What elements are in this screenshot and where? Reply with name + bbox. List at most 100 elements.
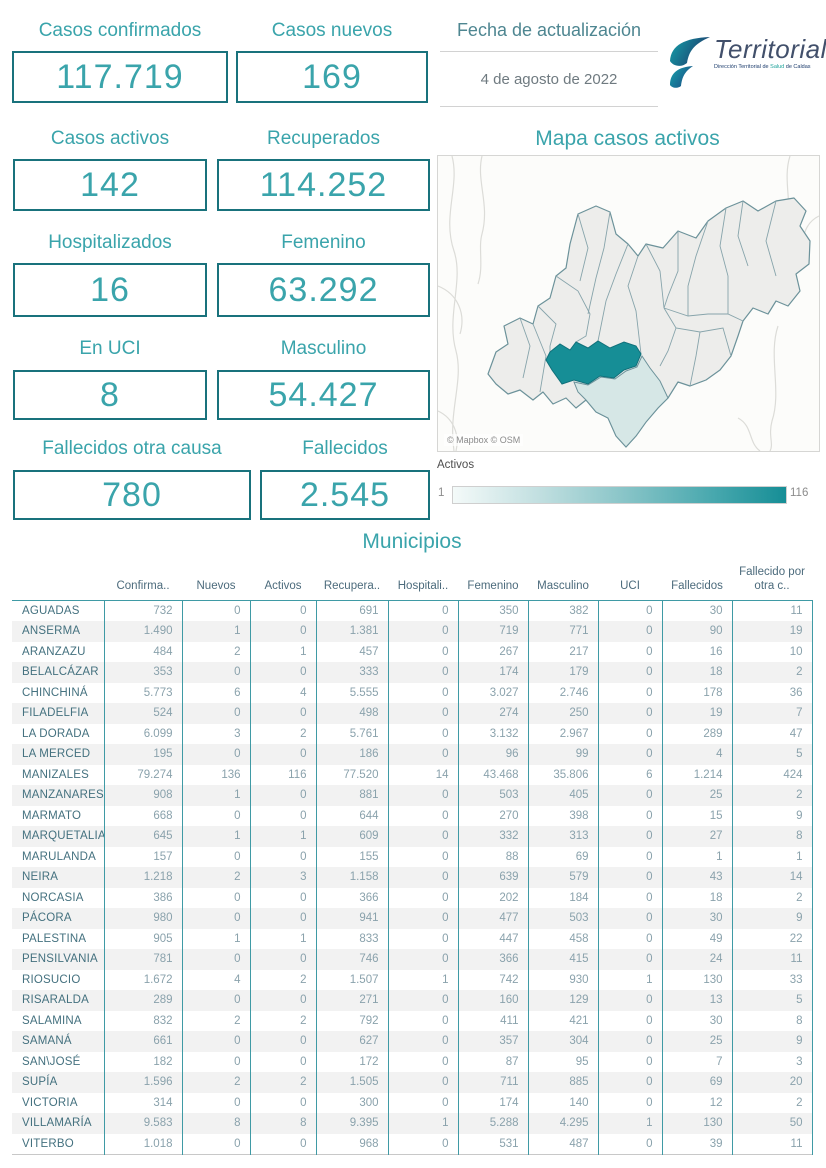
- table-cell: 99: [527, 744, 598, 765]
- table-cell: 645: [103, 826, 182, 847]
- table-cell: 274: [457, 703, 528, 724]
- column-header[interactable]: Hospitali..: [397, 579, 449, 592]
- table-row[interactable]: AGUADAS 732 0 0 691 0 350 382 0 30 11: [12, 599, 813, 622]
- table-cell: 0: [597, 846, 662, 868]
- table-row[interactable]: FILADELFIA 524 0 0 498 0 274 250 0 19 7: [12, 703, 813, 724]
- table-cell: 43.468: [457, 764, 528, 786]
- stat-value-box: 54.427: [217, 370, 430, 420]
- stat-value: 8: [100, 375, 120, 414]
- table-row[interactable]: LA MERCED 195 0 0 186 0 96 99 0 4 5: [12, 744, 813, 765]
- update-date-block: Fecha de actualización 4 de agosto de 20…: [440, 20, 658, 107]
- table-row[interactable]: SAMANÁ 661 0 0 627 0 357 304 0 25 9: [12, 1031, 813, 1052]
- column-header[interactable]: Fallecidos: [671, 579, 723, 592]
- table-cell: 0: [597, 1133, 662, 1155]
- table-row[interactable]: MANZANARES 908 1 0 881 0 503 405 0 25 2: [12, 785, 813, 806]
- table-cell: 3.027: [457, 682, 528, 704]
- column-header[interactable]: Confirma..: [116, 579, 170, 592]
- table-row[interactable]: NEIRA 1.218 2 3 1.158 0 639 579 0 43 14: [12, 867, 813, 888]
- table-row[interactable]: MARMATO 668 0 0 644 0 270 398 0 15 9: [12, 805, 813, 827]
- table-cell: 333: [315, 662, 388, 683]
- table-cell: 484: [103, 641, 182, 663]
- table-row[interactable]: MANIZALES 79.274 136 116 77.520 14 43.468 35.80…: [12, 764, 813, 786]
- table-cell: 130: [661, 1113, 732, 1134]
- column-header[interactable]: Masculino: [537, 579, 589, 592]
- table-cell: 2: [181, 1072, 250, 1093]
- table-cell: 503: [527, 908, 598, 929]
- municipality-name: MARMATO: [22, 809, 82, 822]
- table-cell: 350: [457, 599, 528, 622]
- table-cell: 30: [661, 908, 732, 929]
- table-cell: 1.672: [103, 969, 182, 991]
- map-attribution[interactable]: © Mapbox © OSM: [444, 434, 524, 446]
- table-cell: 14: [387, 764, 458, 786]
- table-cell: 0: [181, 846, 250, 868]
- stat-value-box: 63.292: [217, 263, 430, 317]
- table-cell: 304: [527, 1031, 598, 1052]
- table-cell: 0: [181, 949, 250, 970]
- table-row[interactable]: BELALCÁZAR 353 0 0 333 0 174 179 0 18 2: [12, 662, 813, 683]
- table-cell: 447: [457, 928, 528, 950]
- table-cell: 50: [731, 1113, 813, 1134]
- table-row[interactable]: PENSILVANIA 781 0 0 746 0 366 415 0 24 11: [12, 949, 813, 970]
- table-cell: 0: [597, 1031, 662, 1052]
- table-cell: 5.761: [315, 723, 388, 745]
- table-title: Municipios: [362, 530, 462, 553]
- table-cell: 0: [181, 908, 250, 929]
- table-row[interactable]: ANSERMA 1.490 1 0 1.381 0 719 771 0 90 19: [12, 621, 813, 642]
- table-row[interactable]: SAN\JOSÉ 182 0 0 172 0 87 95 0 7 3: [12, 1051, 813, 1073]
- stat-value: 63.292: [268, 270, 379, 309]
- table-cell: 732: [103, 599, 182, 622]
- table-cell: 0: [181, 887, 250, 909]
- table-row[interactable]: CHINCHINÁ 5.773 6 4 5.555 0 3.027 2.746 0 178 36: [12, 682, 813, 704]
- table-row[interactable]: LA DORADA 6.099 3 2 5.761 0 3.132 2.967 0 289 47: [12, 723, 813, 745]
- table-cell: 0: [387, 703, 458, 724]
- table-cell: 0: [387, 887, 458, 909]
- table-row[interactable]: RISARALDA 289 0 0 271 0 160 129 0 13 5: [12, 990, 813, 1011]
- table-row[interactable]: VILLAMARÍA 9.583 8 8 9.395 1 5.288 4.295 1 130 50: [12, 1113, 813, 1134]
- column-header-municipio: [12, 564, 104, 600]
- stat-card-nuevos: Casos nuevos 169: [236, 20, 428, 103]
- table-row[interactable]: RIOSUCIO 1.672 4 2 1.507 1 742 930 1 130 33: [12, 969, 813, 991]
- table-cell: 457: [315, 641, 388, 663]
- municipality-name: PALESTINA: [22, 932, 87, 945]
- table-row[interactable]: PALESTINA 905 1 1 833 0 447 458 0 49 22: [12, 928, 813, 950]
- table-row[interactable]: MARQUETALIA 645 1 1 609 0 332 313 0 27 8: [12, 826, 813, 847]
- table-row[interactable]: VITERBO 1.018 0 0 968 0 531 487 0 39 11: [12, 1133, 813, 1155]
- table-row[interactable]: NORCASIA 386 0 0 366 0 202 184 0 18 2: [12, 887, 813, 909]
- table-cell: 25: [661, 1031, 732, 1052]
- table-cell: 36: [731, 682, 813, 704]
- table-cell: 386: [103, 887, 182, 909]
- table-cell: 405: [527, 785, 598, 806]
- table-cell: 781: [103, 949, 182, 970]
- municipality-name: LA MERCED: [22, 748, 91, 761]
- update-date-title: Fecha de actualización: [456, 20, 642, 40]
- column-header[interactable]: UCI: [620, 579, 640, 592]
- table-cell: 0: [387, 785, 458, 806]
- column-header[interactable]: Nuevos: [196, 579, 236, 592]
- table-cell: 2: [249, 1072, 316, 1093]
- legend-gradient[interactable]: [452, 486, 787, 504]
- table-cell: 1.381: [315, 621, 388, 642]
- table-row[interactable]: MARULANDA 157 0 0 155 0 88 69 0 1 1: [12, 846, 813, 868]
- table-row[interactable]: SUPÍA 1.596 2 2 1.505 0 711 885 0 69 20: [12, 1072, 813, 1093]
- column-header[interactable]: Activos: [264, 579, 302, 592]
- column-header[interactable]: Femenino: [467, 579, 519, 592]
- column-header[interactable]: Recupera..: [323, 579, 381, 592]
- column-header[interactable]: Fallecido por otra c..: [739, 566, 805, 592]
- table-cell: 531: [457, 1133, 528, 1155]
- caldas-map[interactable]: © Mapbox © OSM: [437, 155, 820, 452]
- table-cell: 0: [181, 744, 250, 765]
- villamaria-region[interactable]: [573, 354, 669, 448]
- table-row[interactable]: PÁCORA 980 0 0 941 0 477 503 0 30 9: [12, 908, 813, 929]
- table-cell: 1: [249, 641, 316, 663]
- table-cell: 832: [103, 1010, 182, 1032]
- table-cell: 941: [315, 908, 388, 929]
- table-cell: 0: [597, 1051, 662, 1073]
- table-cell: 0: [249, 703, 316, 724]
- table-cell: 833: [315, 928, 388, 950]
- manizales-region[interactable]: [545, 340, 642, 385]
- table-row[interactable]: SALAMINA 832 2 2 792 0 411 421 0 30 8: [12, 1010, 813, 1032]
- table-cell: 0: [249, 1051, 316, 1073]
- table-row[interactable]: ARANZAZU 484 2 1 457 0 267 217 0 16 10: [12, 641, 813, 663]
- table-row[interactable]: VICTORIA 314 0 0 300 0 174 140 0 12 2: [12, 1092, 813, 1114]
